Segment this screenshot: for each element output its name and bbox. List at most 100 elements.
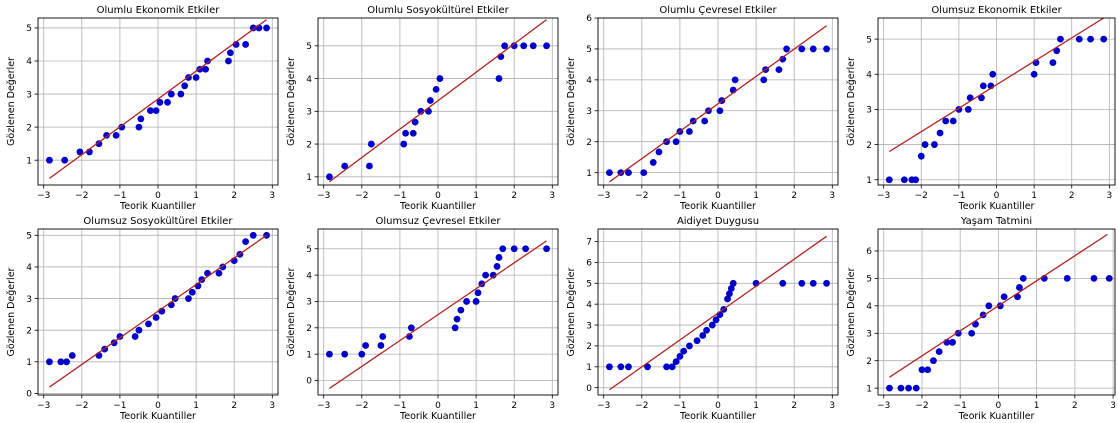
x-tick-label: −1 xyxy=(113,191,126,201)
data-point xyxy=(676,352,684,360)
reference-line xyxy=(329,240,547,389)
data-point xyxy=(226,49,234,57)
data-point xyxy=(779,55,787,63)
data-point xyxy=(606,169,613,177)
data-point xyxy=(181,82,189,90)
y-tick-label: 4 xyxy=(26,57,32,67)
x-tick-label: −2 xyxy=(635,401,648,411)
x-tick-label: 2 xyxy=(791,401,797,411)
x-tick-label: 3 xyxy=(829,401,835,411)
qq-panel: −3 −2 −1 0 1 2 3 0 1 2 3 4 5 Olumsuz Sosyokültürel Et… xyxy=(6,216,279,422)
x-tick-label: 3 xyxy=(269,191,275,201)
data-point xyxy=(426,97,434,104)
x-tick-label: −3 xyxy=(317,401,330,411)
y-tick-label: 4 xyxy=(306,271,312,281)
y-axis-label: Gözlenen Değerler xyxy=(286,267,297,356)
y-tick-label: 5 xyxy=(26,232,32,242)
data-point xyxy=(242,238,250,246)
data-point xyxy=(783,45,790,53)
y-tick-label: 2 xyxy=(586,138,592,148)
data-point xyxy=(775,66,783,74)
y-tick-label: 2 xyxy=(26,326,32,336)
y-tick-label: 2 xyxy=(866,357,872,367)
data-point xyxy=(131,333,139,340)
x-tick-label: −1 xyxy=(113,401,126,411)
y-tick-label: 5 xyxy=(306,42,312,52)
x-tick-label: 2 xyxy=(231,191,237,201)
x-tick-label: 1 xyxy=(193,191,199,201)
data-point xyxy=(116,333,124,340)
data-point xyxy=(917,152,925,160)
x-axis-label: Teorik Kuantiller xyxy=(958,201,1035,212)
x-tick-label: 2 xyxy=(1069,191,1075,201)
data-point xyxy=(729,279,737,287)
x-tick-label: 1 xyxy=(193,401,199,411)
data-point xyxy=(964,106,972,113)
y-tick-label: 3 xyxy=(586,321,592,331)
x-tick-label: 1 xyxy=(473,401,479,411)
data-point xyxy=(61,156,69,164)
data-point xyxy=(326,350,333,358)
data-point xyxy=(968,329,976,337)
x-tick-label: 2 xyxy=(231,401,237,411)
data-point xyxy=(886,384,893,392)
data-point xyxy=(95,140,103,148)
x-tick-label: 2 xyxy=(791,191,797,201)
data-point xyxy=(135,123,143,131)
data-point xyxy=(156,98,164,106)
y-tick-label: 5 xyxy=(586,279,592,289)
x-axis-label: Teorik Kuantiller xyxy=(399,411,476,422)
x-tick-label: −3 xyxy=(317,191,330,201)
x-tick-label: 3 xyxy=(269,401,275,411)
y-tick-label: 6 xyxy=(586,14,592,24)
x-tick-label: −1 xyxy=(954,401,967,411)
data-point xyxy=(912,384,920,392)
x-tick-label: −1 xyxy=(393,401,406,411)
data-point xyxy=(617,363,625,371)
x-axis-label: Teorik Kuantiller xyxy=(679,201,756,212)
x-tick-label: −3 xyxy=(877,191,890,201)
data-point xyxy=(672,138,680,146)
x-tick-label: −3 xyxy=(37,191,50,201)
y-tick-label: 4 xyxy=(866,302,872,312)
x-tick-label: −2 xyxy=(355,401,368,411)
data-point xyxy=(146,107,154,114)
data-point xyxy=(451,324,459,332)
x-tick-label: −3 xyxy=(597,191,610,201)
data-point xyxy=(152,314,160,321)
y-tick-label: 3 xyxy=(306,108,312,118)
data-point xyxy=(510,245,518,253)
qq-panel: −3 −2 −1 0 1 2 3 1 2 3 4 5 Olumlu Ekonomik Etkiler Te… xyxy=(6,5,279,212)
x-tick-label: 1 xyxy=(1031,191,1037,201)
data-point xyxy=(1075,35,1083,43)
data-point xyxy=(726,290,733,298)
data-point xyxy=(482,271,490,279)
data-point xyxy=(453,315,461,323)
axes-frame xyxy=(597,228,839,396)
x-tick-label: −3 xyxy=(877,401,890,411)
y-tick-label: 7 xyxy=(586,238,592,248)
data-point xyxy=(712,316,720,324)
data-point xyxy=(436,75,444,82)
y-tick-label: 4 xyxy=(586,76,592,86)
data-point xyxy=(145,320,152,328)
x-tick-label: 0 xyxy=(155,191,161,201)
x-tick-label: −2 xyxy=(75,191,88,201)
data-point xyxy=(1087,35,1094,43)
x-tick-label: 0 xyxy=(996,401,1002,411)
y-tick-label: 2 xyxy=(586,342,592,352)
data-point xyxy=(703,326,710,334)
data-point xyxy=(640,169,648,177)
data-point xyxy=(495,254,503,261)
x-tick-label: −1 xyxy=(393,191,406,201)
data-point xyxy=(912,176,920,184)
data-point xyxy=(809,279,817,287)
y-tick-label: 5 xyxy=(866,275,872,285)
data-point xyxy=(924,366,932,374)
y-tick-label: 4 xyxy=(306,75,312,85)
y-axis-label: Gözlenen Değerler xyxy=(566,57,577,146)
data-point xyxy=(164,98,171,106)
data-point xyxy=(366,162,373,170)
x-tick-label: 1 xyxy=(1034,401,1040,411)
data-point xyxy=(680,347,688,355)
